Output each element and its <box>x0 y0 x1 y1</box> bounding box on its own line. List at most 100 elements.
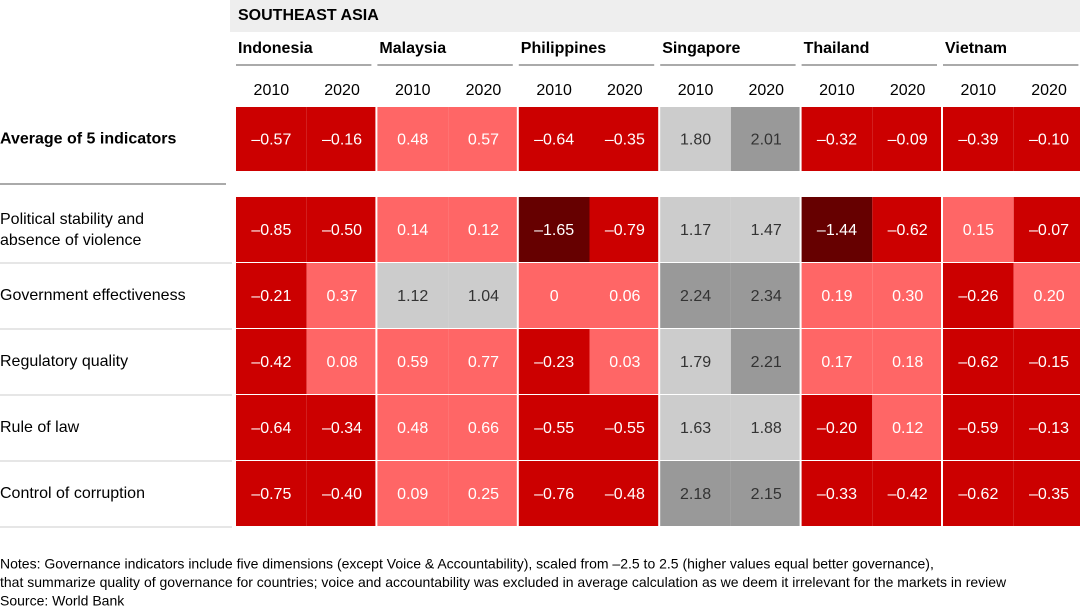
row-label: Political stability and absence of violen… <box>0 211 144 249</box>
cell-value: 2.15 <box>751 486 782 503</box>
cell <box>943 197 1014 262</box>
cell-value: –1.44 <box>817 222 857 239</box>
cell-value: –0.42 <box>251 354 291 371</box>
cell-value: –0.40 <box>322 486 362 503</box>
cell-value: 0.03 <box>609 354 640 371</box>
cell-value: –0.26 <box>958 288 998 305</box>
cell <box>448 197 517 262</box>
cell <box>872 395 941 460</box>
cell-value: –1.65 <box>534 222 574 239</box>
cell <box>872 263 941 328</box>
cell-value: 0.06 <box>609 288 640 305</box>
cell-value: –0.33 <box>817 486 857 503</box>
cell <box>589 107 659 171</box>
cell-value: 1.47 <box>751 222 782 239</box>
cell <box>518 329 590 394</box>
cell <box>377 263 449 328</box>
cell <box>377 197 449 262</box>
cell-value: 0.77 <box>468 354 499 371</box>
cell-value: 0.12 <box>468 222 499 239</box>
cell <box>943 461 1014 526</box>
cell <box>801 461 873 526</box>
year-label: 2020 <box>748 82 784 99</box>
cell <box>730 329 800 394</box>
cell-value: 1.04 <box>468 288 499 305</box>
cell-value: –0.62 <box>958 354 998 371</box>
cell-value: 0.18 <box>892 354 923 371</box>
cell <box>943 395 1014 460</box>
cell-value: 2.34 <box>751 288 782 305</box>
cell <box>943 329 1014 394</box>
cell <box>730 197 800 262</box>
cell-value: –0.55 <box>605 420 645 437</box>
cell <box>306 197 376 262</box>
cell <box>377 461 449 526</box>
cell <box>801 107 873 171</box>
cell <box>1013 461 1080 526</box>
cell-value: 1.80 <box>680 132 711 149</box>
cell-value: 0.19 <box>821 288 852 305</box>
cell-value: 2.21 <box>751 354 782 371</box>
cell-value: 0.25 <box>468 486 499 503</box>
cell-value: –0.34 <box>322 420 362 437</box>
cell <box>1013 197 1080 262</box>
cell <box>872 461 941 526</box>
cell <box>448 461 517 526</box>
cell-value: –0.42 <box>888 486 928 503</box>
cell-value: –0.39 <box>958 132 998 149</box>
cell-value: 2.01 <box>751 132 782 149</box>
cell <box>306 107 376 171</box>
cell-value: –0.85 <box>251 222 291 239</box>
cell-value: 0.66 <box>468 420 499 437</box>
cell-value: –0.07 <box>1029 222 1069 239</box>
cell <box>943 263 1014 328</box>
year-label: 2010 <box>536 82 572 99</box>
year-label: 2020 <box>607 82 643 99</box>
row-label: Rule of law <box>0 419 80 436</box>
cell-value: 1.88 <box>751 420 782 437</box>
header-bar <box>230 0 1080 32</box>
year-label: 2020 <box>324 82 360 99</box>
cell <box>801 197 873 262</box>
note: Source: World Bank <box>0 593 125 609</box>
cell <box>306 395 376 460</box>
cell-value: 0.08 <box>326 354 357 371</box>
cell <box>518 263 590 328</box>
cell <box>377 395 449 460</box>
cell-value: 2.18 <box>680 486 711 503</box>
year-label: 2020 <box>466 82 502 99</box>
cell-value: –0.23 <box>534 354 574 371</box>
cell <box>872 197 941 262</box>
cell <box>448 395 517 460</box>
cell <box>236 461 307 526</box>
cell-value: –0.64 <box>534 132 574 149</box>
cell <box>660 329 731 394</box>
year-label: 2010 <box>678 82 714 99</box>
cell <box>518 395 590 460</box>
cell-value: –0.32 <box>817 132 857 149</box>
cell-value: 1.12 <box>397 288 428 305</box>
cell <box>589 395 659 460</box>
cell-value: –0.75 <box>251 486 291 503</box>
cell-value: –0.48 <box>605 486 645 503</box>
country-name: Thailand <box>804 40 870 57</box>
cell <box>236 197 307 262</box>
cell <box>1013 107 1080 171</box>
cell <box>448 107 517 171</box>
cell-value: –0.62 <box>958 486 998 503</box>
country-name: Vietnam <box>945 40 1007 57</box>
country-name: Singapore <box>662 40 740 57</box>
note: Notes: Governance indicators include fiv… <box>0 556 934 572</box>
cell-value: –0.35 <box>605 132 645 149</box>
cell <box>518 107 590 171</box>
cell <box>872 107 941 171</box>
country-name: Philippines <box>521 40 606 57</box>
cell-value: 0.14 <box>397 222 428 239</box>
cell-value: –0.64 <box>251 420 291 437</box>
cell <box>236 329 307 394</box>
cell-value: 1.63 <box>680 420 711 437</box>
year-label: 2010 <box>961 82 997 99</box>
cell <box>730 263 800 328</box>
cell-value: 1.17 <box>680 222 711 239</box>
